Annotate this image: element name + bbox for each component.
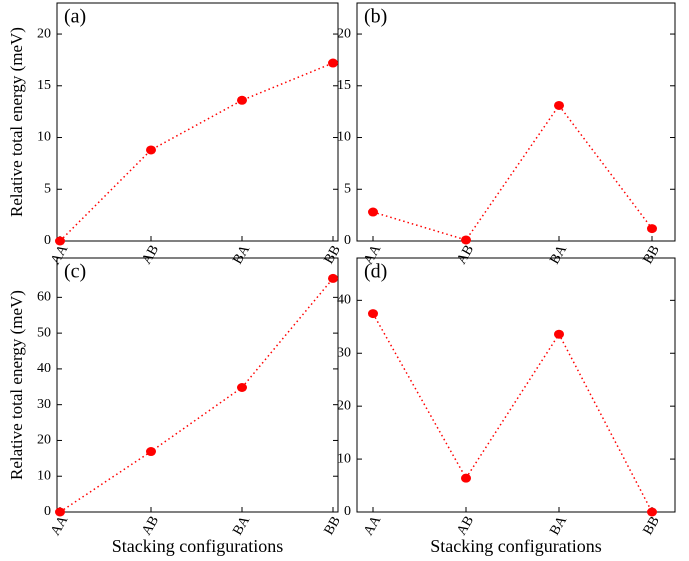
x-tick-label: AB: [454, 243, 477, 267]
data-point: [554, 101, 564, 110]
x-tick-label: BB: [322, 514, 344, 538]
y-tick-label: 50: [37, 325, 51, 340]
y-tick-label: 15: [337, 78, 351, 93]
data-point: [55, 508, 65, 517]
x-tick-label: BB: [641, 514, 663, 538]
data-point: [237, 383, 247, 392]
figure: 0 5 10 15 20 AA AB BA BB (a) Relative total energy…: [0, 0, 689, 561]
data-line: [373, 105, 652, 240]
y-tick-label: 0: [344, 233, 351, 248]
y-tick-label: 10: [37, 468, 51, 483]
y-tick-label: 5: [44, 181, 51, 196]
x-tick-label: AB: [454, 514, 477, 538]
x-tick-label: AB: [139, 243, 162, 267]
data-point: [55, 237, 65, 246]
y-tick-label: 40: [37, 361, 51, 376]
data-point: [368, 208, 378, 217]
data-point: [237, 96, 247, 105]
data-line: [60, 63, 333, 241]
data-line: [373, 314, 652, 512]
panel-label: (c): [64, 261, 86, 283]
y-tick-label: 0: [44, 233, 51, 248]
panel-label: (a): [64, 6, 86, 28]
y-tick-label: 20: [37, 433, 51, 448]
data-point: [647, 224, 657, 233]
plot-frame: [57, 3, 338, 241]
x-tick-label: BA: [230, 513, 253, 538]
y-tick-label: 10: [337, 451, 351, 466]
y-tick-label: 20: [337, 398, 351, 413]
y-tick-label: 10: [37, 130, 51, 145]
plot-frame: [357, 258, 675, 512]
data-point: [328, 274, 338, 283]
x-axis-label: Stacking configurations: [430, 536, 601, 556]
panel-label: (b): [364, 6, 387, 28]
x-tick-label: BB: [641, 243, 663, 267]
data-point: [368, 309, 378, 318]
x-tick-label: AA: [361, 513, 385, 539]
plot-frame: [57, 258, 338, 512]
panel-label: (d): [364, 261, 387, 283]
y-tick-label: 30: [337, 345, 351, 360]
x-tick-label: BB: [322, 243, 344, 267]
y-tick-label: 10: [337, 130, 351, 145]
data-line: [60, 278, 333, 512]
data-point: [647, 508, 657, 517]
x-tick-label: BA: [547, 242, 570, 267]
y-tick-label: 5: [344, 181, 351, 196]
y-axis-label: Relative total energy (meV): [7, 290, 26, 480]
x-tick-label: BA: [230, 242, 253, 267]
y-tick-label: 0: [344, 504, 351, 519]
x-tick-label: AB: [139, 514, 162, 538]
plot-frame: [357, 3, 675, 241]
data-point: [461, 474, 471, 483]
data-point: [146, 447, 156, 456]
x-axis-label: Stacking configurations: [112, 536, 283, 556]
data-point: [328, 59, 338, 68]
x-tick-label: BA: [547, 513, 570, 538]
y-tick-label: 15: [37, 78, 51, 93]
y-tick-label: 20: [37, 26, 51, 41]
y-tick-label: 40: [337, 293, 351, 308]
data-point: [554, 330, 564, 339]
y-tick-label: 30: [37, 397, 51, 412]
y-tick-label: 60: [37, 290, 51, 305]
y-tick-label: 0: [44, 504, 51, 519]
data-point: [461, 235, 471, 244]
y-tick-label: 20: [337, 26, 351, 41]
y-axis-label: Relative total energy (meV): [7, 27, 26, 217]
data-point: [146, 145, 156, 154]
